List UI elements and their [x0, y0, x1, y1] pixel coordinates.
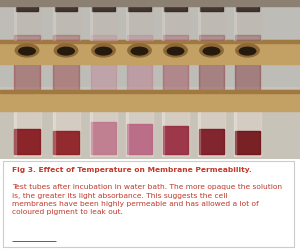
Bar [16, 3, 38, 11]
Ellipse shape [95, 47, 112, 55]
Bar [234, 3, 261, 40]
Ellipse shape [131, 47, 148, 55]
Bar [235, 131, 260, 154]
Bar [53, 64, 79, 90]
Bar [128, 3, 151, 11]
FancyBboxPatch shape [3, 162, 294, 247]
Bar [198, 110, 225, 156]
Bar [198, 3, 200, 40]
Bar [126, 110, 153, 156]
Bar [199, 64, 224, 90]
Text: Test tubes after incubation in water bath. The more opaque the solution
is, the : Test tubes after incubation in water bat… [12, 184, 282, 215]
Bar [0, 40, 300, 64]
Bar [126, 110, 128, 156]
Bar [0, 40, 300, 42]
Bar [198, 3, 225, 40]
Bar [0, 90, 300, 111]
Bar [0, 0, 300, 6]
Bar [162, 110, 164, 156]
Bar [234, 110, 236, 156]
Ellipse shape [203, 47, 220, 55]
Bar [14, 64, 40, 90]
Ellipse shape [164, 44, 187, 57]
Bar [0, 90, 300, 93]
Ellipse shape [200, 44, 223, 57]
Ellipse shape [58, 47, 74, 55]
Bar [127, 124, 152, 154]
Ellipse shape [128, 44, 151, 57]
Bar [199, 129, 224, 154]
Bar [52, 3, 55, 40]
Bar [90, 3, 117, 40]
Bar [53, 35, 79, 40]
Bar [162, 3, 189, 40]
Bar [53, 131, 79, 154]
Ellipse shape [236, 44, 259, 57]
Bar [14, 3, 40, 40]
Bar [52, 110, 55, 156]
Bar [199, 35, 224, 40]
Bar [127, 64, 152, 90]
Bar [163, 64, 188, 90]
Bar [14, 35, 40, 40]
Bar [52, 110, 80, 156]
Bar [126, 3, 153, 40]
Bar [235, 64, 260, 90]
Bar [0, 0, 300, 87]
Bar [126, 3, 128, 40]
Bar [92, 3, 115, 11]
Bar [90, 110, 117, 156]
Bar [14, 129, 40, 154]
Ellipse shape [19, 47, 35, 55]
Bar [14, 110, 16, 156]
Bar [236, 3, 259, 11]
Bar [164, 3, 187, 11]
Ellipse shape [239, 47, 256, 55]
Bar [91, 122, 116, 154]
Bar [235, 35, 260, 40]
Bar [91, 64, 116, 90]
Text: Fig 3. Effect of Temperature on Membrane Permeability.: Fig 3. Effect of Temperature on Membrane… [12, 167, 252, 173]
Bar [127, 35, 152, 40]
Bar [14, 3, 16, 40]
Ellipse shape [167, 47, 184, 55]
Bar [90, 110, 92, 156]
Ellipse shape [92, 44, 115, 57]
Bar [163, 35, 188, 40]
Ellipse shape [15, 44, 39, 57]
Bar [163, 126, 188, 154]
Bar [91, 35, 116, 40]
Bar [234, 110, 261, 156]
Bar [0, 87, 300, 159]
Bar [90, 3, 92, 40]
Bar [52, 3, 80, 40]
Bar [55, 3, 77, 11]
Bar [200, 3, 223, 11]
Bar [162, 110, 189, 156]
Bar [234, 3, 236, 40]
Bar [162, 3, 164, 40]
Bar [198, 110, 200, 156]
Bar [14, 110, 40, 156]
Ellipse shape [54, 44, 78, 57]
